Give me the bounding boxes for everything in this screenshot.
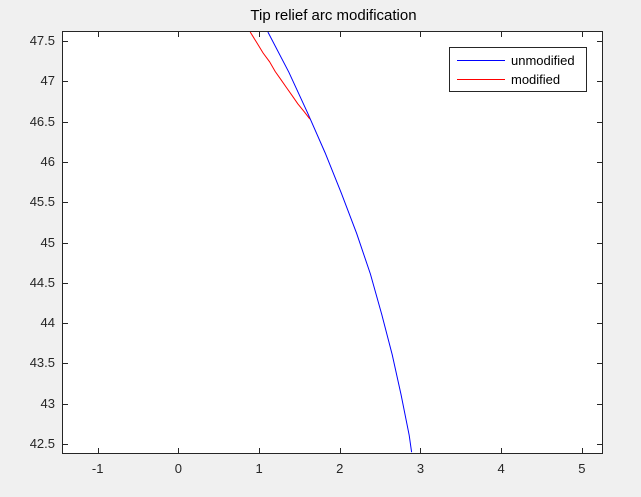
y-tick-label: 43.5 (29, 355, 55, 371)
legend-label-unmodified: unmodified (511, 53, 575, 68)
y-tick-label: 44 (40, 315, 55, 331)
x-tick-label: -1 (91, 461, 104, 476)
legend-line-unmodified (457, 60, 505, 61)
unmodified-curve[interactable] (267, 32, 413, 453)
legend[interactable]: unmodified modified (449, 47, 587, 92)
legend-label-modified: modified (511, 72, 561, 87)
y-tick-label: 47 (40, 73, 55, 89)
x-tick-label: 1 (255, 461, 263, 476)
x-tick-label: 2 (336, 461, 344, 476)
legend-entry-unmodified: unmodified (450, 51, 586, 70)
y-tick-label: 45.5 (29, 194, 55, 210)
x-tick-label: 0 (174, 461, 182, 476)
x-tick-label: 3 (416, 461, 425, 476)
y-tick-label: 47.5 (29, 32, 55, 48)
y-tick-label: 44.5 (29, 274, 55, 290)
y-tick-label: 45 (40, 234, 55, 250)
legend-entry-modified: modified (450, 70, 586, 89)
x-tick-label: 4 (497, 461, 505, 476)
modified-curve[interactable] (249, 32, 311, 120)
x-tick-label: 5 (578, 461, 586, 476)
legend-line-modified (457, 79, 505, 80)
plot-canvas (63, 32, 602, 453)
plot-area[interactable]: unmodified modified (62, 31, 603, 454)
y-tick-label: 46 (40, 153, 55, 169)
chart-title: Tip relief arc modification (250, 7, 417, 24)
y-tick-label: 46.5 (29, 113, 55, 129)
y-tick-label: 43 (40, 395, 55, 411)
y-tick-label: 42.5 (29, 436, 55, 452)
